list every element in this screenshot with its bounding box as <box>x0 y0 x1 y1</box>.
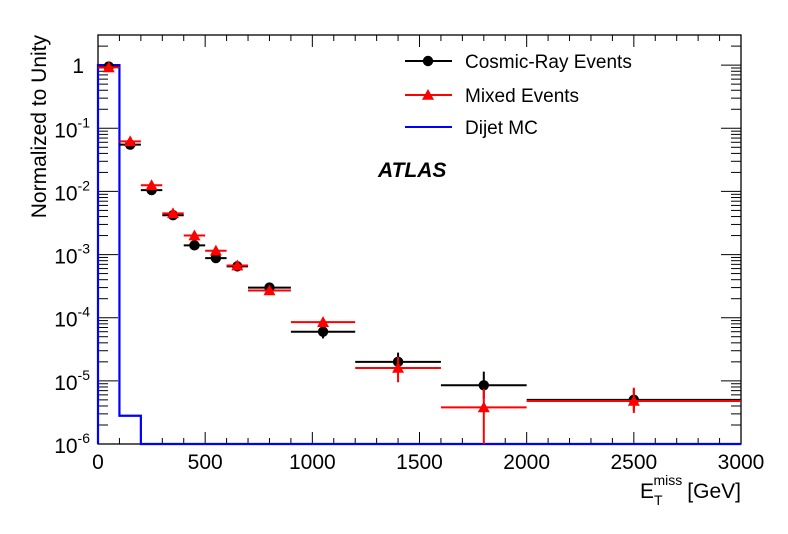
x-tick-label: 1500 <box>396 451 443 474</box>
x-axis-title: ETmiss [GeV] <box>640 472 741 508</box>
x-tick-label: 0 <box>92 451 104 474</box>
x-tick-label: 3000 <box>718 451 765 474</box>
mixed-events-point <box>231 259 244 271</box>
x-axis-title-unit: [GeV] <box>687 480 741 503</box>
mixed-events-point <box>317 316 330 327</box>
y-tick-label-exponent: -2 <box>78 177 91 193</box>
y-tick-label: 10-1 <box>54 114 90 142</box>
legend-label-mixed-events: Mixed Events <box>465 86 579 107</box>
x-tick-label: 2500 <box>610 451 657 474</box>
mixed-events-point <box>209 244 222 256</box>
y-tick-label: 10-2 <box>54 177 90 205</box>
cosmic-ray-events-point <box>189 240 200 251</box>
y-tick-label: 10-6 <box>54 430 90 458</box>
x-tick-label: 1000 <box>289 451 336 474</box>
x-tick-label: 500 <box>188 451 223 474</box>
dijet-mc-histogram <box>96 64 741 446</box>
cosmic-ray-events-point <box>478 380 489 391</box>
mixed-events-point <box>477 401 490 413</box>
x-tick-label: 2000 <box>503 451 550 474</box>
y-tick-label-base: 10 <box>54 309 77 332</box>
mixed-events-point <box>263 284 276 296</box>
y-tick-label-base: 10 <box>54 246 77 269</box>
y-tick-label-exponent: -5 <box>78 367 91 383</box>
x-axis-title-sub: T <box>654 492 663 508</box>
mixed-events-point <box>392 361 405 373</box>
x-axis-title-sup: miss <box>654 472 683 488</box>
y-tick-label: 10-5 <box>54 367 90 395</box>
legend-label-dijet-mc: Dijet MC <box>465 118 538 139</box>
mixed-events-point <box>627 394 640 406</box>
y-tick-label-base: 10 <box>54 435 77 458</box>
mixed-events-point <box>145 179 158 191</box>
y-tick-label-base: 10 <box>54 372 77 395</box>
mixed-events-point <box>167 207 180 219</box>
y-tick-label: 1 <box>72 55 84 78</box>
y-tick-label-base: 10 <box>54 119 77 142</box>
mixed-events-point <box>188 229 201 241</box>
y-tick-label-base: 10 <box>54 182 77 205</box>
cosmic-ray-events-point <box>317 326 329 337</box>
y-axis-title: Normalized to Unity <box>28 35 51 219</box>
atlas-label: ATLAS <box>377 159 446 182</box>
tick-labels: 0 500 1000 1500 2000 2500 3000110-110-210-310-… <box>54 55 764 474</box>
y-tick-label-exponent: -1 <box>78 114 91 130</box>
legend: Cosmic-Ray Events Mixed Events Dijet MC <box>405 52 632 139</box>
legend-marker-mixed-events <box>422 89 434 100</box>
y-tick-label-exponent: -4 <box>78 304 91 320</box>
y-tick-label: 10-4 <box>54 304 90 332</box>
y-tick-label: 10-3 <box>54 241 90 269</box>
axis-ticks <box>97 34 742 445</box>
series-layer <box>96 61 741 446</box>
y-tick-label-exponent: -3 <box>78 241 91 257</box>
mixed-events-point <box>124 135 137 147</box>
x-axis-title-base: E <box>640 480 654 503</box>
y-tick-label-exponent: -6 <box>78 430 91 446</box>
legend-label-cosmic-ray-events: Cosmic-Ray Events <box>465 52 632 73</box>
legend-marker-cosmic-ray-events <box>422 55 434 67</box>
mixed-events-point <box>102 61 115 73</box>
